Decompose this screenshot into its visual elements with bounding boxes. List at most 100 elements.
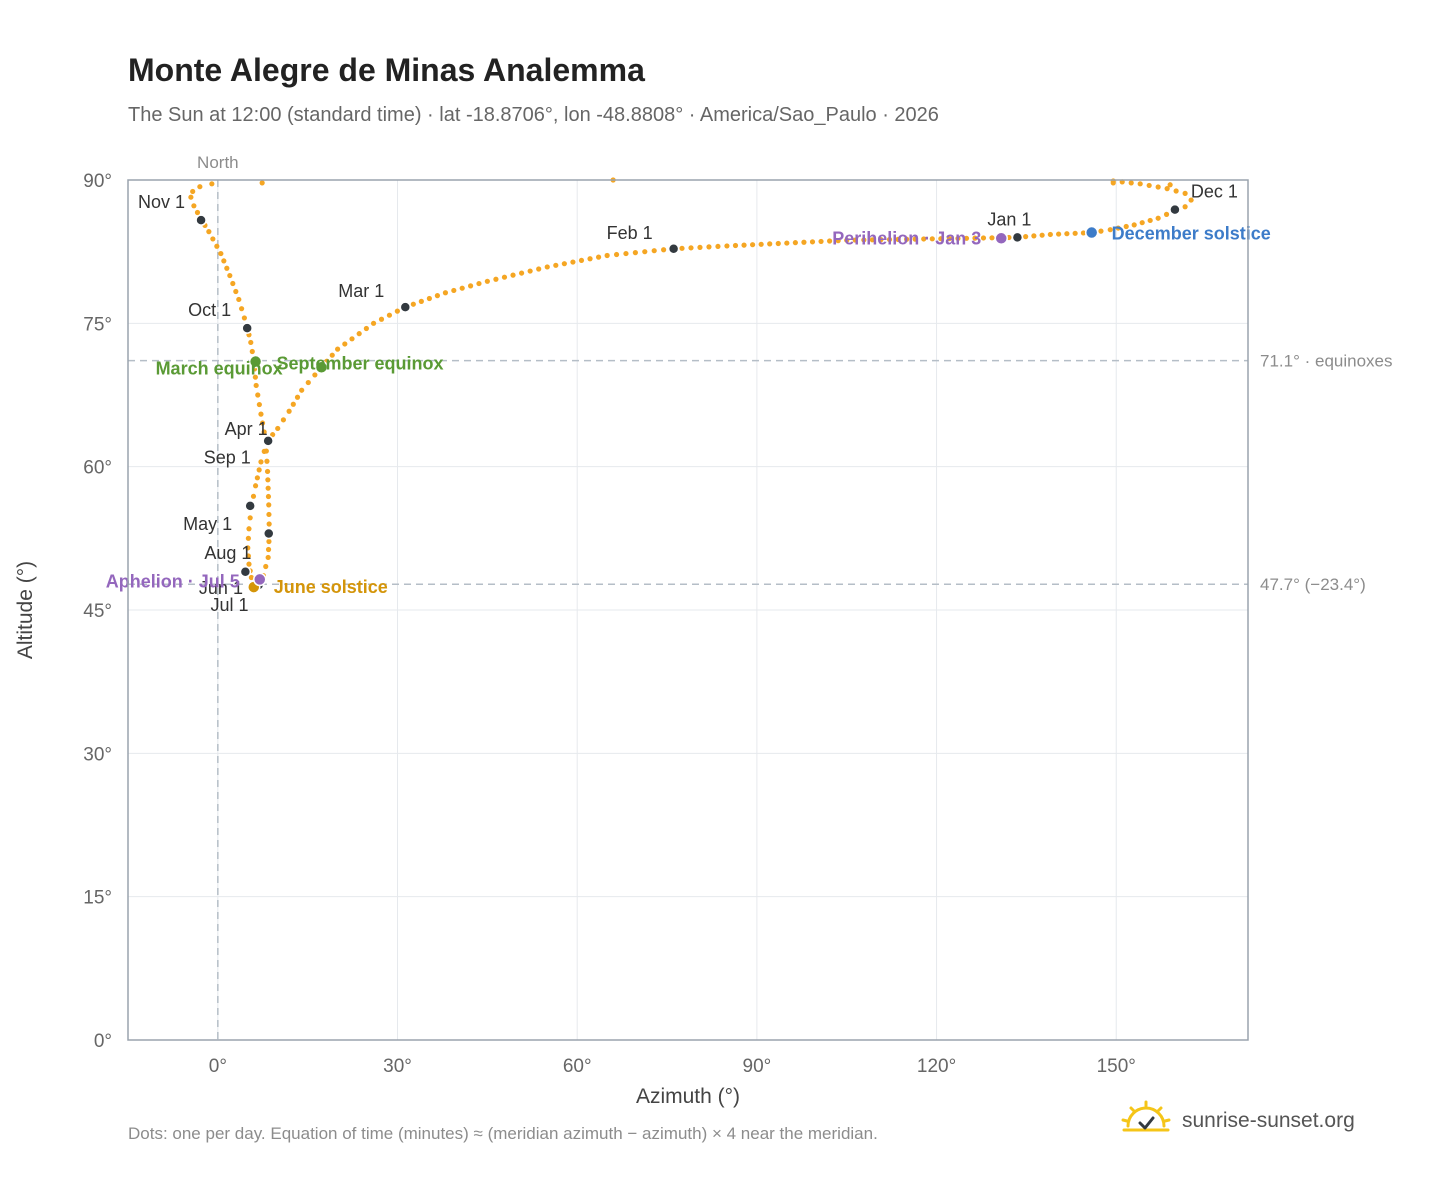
day-dot [459, 285, 465, 291]
day-dot [741, 242, 747, 248]
day-dot [312, 372, 318, 378]
month-label: Jun 1 [199, 578, 243, 598]
brand-name: sunrise-sunset.org [1182, 1108, 1355, 1132]
day-dot [224, 265, 230, 271]
day-dot [342, 341, 348, 347]
day-dot [861, 237, 867, 243]
day-dot [467, 283, 474, 289]
event-label: March equinox [156, 359, 283, 379]
reference-line-label: 71.1° · equinoxes [1260, 352, 1393, 371]
day-dot [809, 239, 816, 245]
day-dot [197, 184, 203, 190]
day-dot [749, 242, 756, 248]
day-dot [263, 448, 269, 454]
event-marker [253, 572, 267, 587]
month-label: Apr 1 [225, 419, 268, 439]
day-dot [1110, 180, 1116, 186]
day-dot [595, 254, 602, 260]
analemma-path [188, 177, 1194, 588]
day-dot [349, 336, 355, 342]
day-dot [227, 272, 233, 279]
day-dot [248, 574, 254, 581]
day-dot [946, 235, 952, 242]
event-label: June solstice [274, 577, 388, 597]
day-dot [250, 493, 257, 499]
month-label: Aug 1 [204, 543, 251, 563]
day-dot [356, 331, 362, 337]
day-dot [527, 268, 533, 274]
y-tick-label: 75° [83, 314, 112, 335]
event-marker [248, 354, 263, 369]
day-dot [248, 339, 254, 346]
day-dot [247, 515, 253, 521]
day-dot [553, 262, 559, 268]
day-dot [378, 316, 385, 322]
day-dot [1107, 227, 1113, 233]
month-label: Dec 1 [1191, 182, 1238, 202]
day-dot [194, 209, 201, 216]
day-dot [844, 237, 850, 243]
day-dot [827, 238, 833, 244]
month-label: Nov 1 [138, 192, 185, 212]
day-dot [1146, 182, 1152, 189]
day-dot [929, 236, 935, 242]
day-dot [1182, 204, 1188, 210]
day-dot [1128, 180, 1134, 186]
day-dot [1115, 225, 1121, 231]
day-dot [895, 236, 901, 242]
day-dot [238, 306, 245, 312]
day-dot [632, 250, 638, 256]
day-dot [263, 563, 269, 570]
day-dot [679, 245, 685, 251]
day-dot [570, 259, 576, 265]
day-dot [305, 379, 311, 386]
day-dot [651, 248, 657, 254]
day-dot [266, 521, 272, 527]
day-dot [410, 301, 416, 307]
day-dot [370, 320, 377, 326]
day-dot [1147, 217, 1153, 224]
y-tick-label: 60° [83, 458, 112, 479]
day-dot [191, 203, 197, 209]
axes: 0° 30° 60° 90° 120° 150° 0° 15° 30° 45° 60° 75° 90° [83, 171, 1136, 1077]
day-dot [1188, 197, 1194, 203]
day-dot [715, 243, 721, 250]
day-dot [1137, 181, 1143, 187]
day-dot [493, 276, 499, 282]
day-dot [230, 280, 236, 287]
day-dot [758, 241, 764, 247]
day-dot [434, 293, 441, 299]
day-dot [206, 229, 212, 235]
day-dot [835, 238, 841, 244]
footnote: Dots: one per day. Equation of time (min… [128, 1124, 878, 1143]
day-dot [1173, 188, 1179, 194]
day-dot [299, 387, 305, 393]
day-dot [518, 270, 525, 276]
month-marker [244, 500, 256, 512]
day-dot [912, 236, 918, 242]
brand-logo[interactable]: sunrise-sunset.org [1120, 1100, 1355, 1141]
y-tick-label: 0° [94, 1031, 112, 1052]
day-dot [578, 257, 585, 264]
day-dot [259, 180, 265, 186]
day-dot [264, 468, 271, 475]
day-dot [265, 546, 272, 553]
day-dot [265, 554, 271, 561]
event-marker [1084, 225, 1099, 240]
event-marker [314, 360, 329, 375]
day-dot [972, 235, 978, 241]
day-dot [587, 256, 593, 262]
day-dot [706, 244, 712, 250]
day-dot [561, 261, 567, 267]
x-tick-label: 30° [383, 1056, 412, 1077]
chart-title: Monte Alegre de Minas Analemma [128, 52, 645, 88]
day-dot [1155, 184, 1161, 190]
y-tick-label: 15° [83, 888, 112, 909]
day-dot [246, 561, 252, 567]
day-dot [236, 296, 242, 303]
y-axis-title: Altitude (°) [14, 561, 37, 659]
day-dot [1056, 231, 1062, 237]
day-dot [1031, 233, 1037, 239]
day-dot [266, 511, 272, 518]
